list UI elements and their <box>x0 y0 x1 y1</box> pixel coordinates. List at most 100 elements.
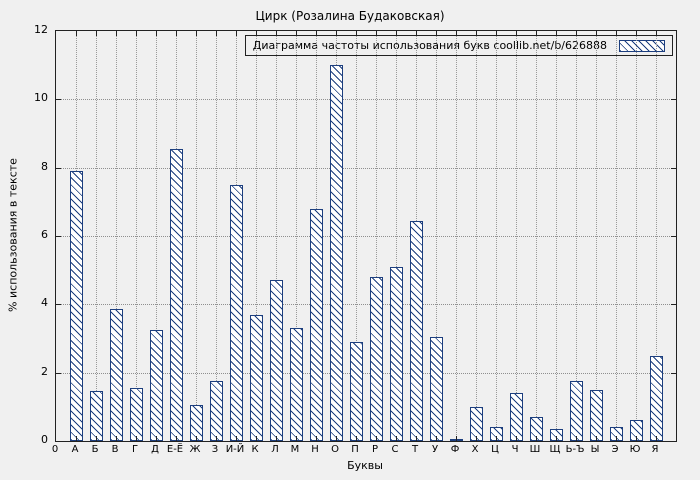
x-tickmark <box>496 436 497 441</box>
h-gridline <box>56 236 676 237</box>
x-tick-label: И-Й <box>225 444 245 455</box>
bar <box>70 171 83 441</box>
x-tick-label: Ы <box>590 444 600 455</box>
x-tickmark <box>576 436 577 441</box>
x-tickmark <box>76 436 77 441</box>
x-tick-label: Р <box>371 444 379 455</box>
x-tickmark <box>316 436 317 441</box>
y-tick-label: 4 <box>41 296 48 310</box>
h-gridline <box>56 99 676 101</box>
bar <box>190 405 203 441</box>
v-gridline <box>536 31 537 441</box>
bar <box>630 420 643 441</box>
bar <box>110 309 123 441</box>
x-tickmark <box>356 436 357 441</box>
bar <box>330 65 343 441</box>
bar <box>530 417 543 441</box>
y-tick-label: 8 <box>41 159 48 173</box>
x-tickmark <box>556 436 557 441</box>
x-tick-label: Щ <box>549 444 561 455</box>
bar <box>650 356 663 441</box>
bar <box>90 391 103 441</box>
x-tickmark <box>636 31 637 36</box>
x-tickmark <box>156 31 157 36</box>
v-gridline <box>396 31 397 441</box>
x-tick-label: Ф <box>450 444 460 455</box>
bar <box>130 388 143 441</box>
x-tickmark <box>236 31 237 36</box>
v-gridline <box>356 31 357 441</box>
x-tickmark <box>536 436 537 441</box>
x-tickmark <box>416 31 417 36</box>
x-tickmark <box>116 31 117 36</box>
y-tickmark <box>56 372 61 374</box>
x-tickmark <box>596 31 597 36</box>
x-tickmark <box>356 31 357 36</box>
x-tickmark <box>96 436 97 441</box>
x-tickmark <box>476 31 477 36</box>
bar <box>290 328 303 441</box>
v-gridline <box>616 31 617 441</box>
x-tickmark <box>496 31 497 36</box>
v-gridline <box>296 31 297 441</box>
v-gridline <box>476 31 477 441</box>
h-gridline <box>56 304 676 306</box>
v-gridline <box>156 31 157 441</box>
x-tick-label: К <box>251 444 259 455</box>
v-gridline <box>636 31 637 441</box>
y-tickmark <box>671 167 676 169</box>
bar <box>310 209 323 441</box>
x-tick-label: Е-Ё <box>166 444 184 455</box>
chart-title: Цирк (Розалина Будаковская) <box>255 9 445 23</box>
y-tickmark <box>56 304 61 306</box>
v-gridline <box>116 31 117 441</box>
legend-box: Диаграмма частоты использования букв coo… <box>244 35 673 56</box>
y-tick-label: 6 <box>41 228 48 241</box>
v-gridline <box>456 31 457 441</box>
x-tickmark <box>656 436 657 441</box>
x-tick-label: Ж <box>189 444 201 455</box>
bar <box>270 280 283 441</box>
v-gridline <box>136 31 137 441</box>
x-tickmark <box>396 31 397 36</box>
x-tickmark <box>296 436 297 441</box>
x-tickmark <box>196 436 197 441</box>
bar <box>150 330 163 441</box>
x-tickmark <box>96 31 97 36</box>
legend-label: Диаграмма частоты использования букв coo… <box>252 39 607 52</box>
bar <box>430 337 443 441</box>
x-tickmark <box>136 31 137 36</box>
x-tick-label: М <box>290 444 300 455</box>
v-gridline <box>96 31 97 441</box>
x-tick-label: Ц <box>491 444 499 455</box>
x-tick-label: Х <box>471 444 479 455</box>
x-tickmark <box>636 436 637 441</box>
bar <box>170 149 183 441</box>
y-tickmark <box>671 304 676 306</box>
bar <box>490 427 503 441</box>
x-tickmark <box>316 31 317 36</box>
x-tick-label: Ю <box>629 444 641 455</box>
x-tick-label: Б <box>91 444 99 455</box>
y-tick-label: 2 <box>41 364 48 378</box>
bar <box>390 267 403 441</box>
v-gridline <box>576 31 577 441</box>
x-tickmark <box>236 436 237 441</box>
x-tick-label: Ч <box>511 444 519 455</box>
bar <box>370 277 383 441</box>
y-tick-label: 10 <box>34 91 48 105</box>
x-tickmark <box>296 31 297 36</box>
x-tick-label: Ш <box>529 444 541 455</box>
x-tickmark <box>396 436 397 441</box>
v-gridline <box>556 31 557 441</box>
x-tick-label: Л <box>271 444 279 455</box>
x-tickmark <box>76 31 77 36</box>
y-tickmark <box>671 99 676 101</box>
x-tick-label: З <box>211 444 219 455</box>
x-tickmark <box>416 436 417 441</box>
x-tickmark <box>176 31 177 36</box>
x-tickmark <box>376 436 377 441</box>
x-tick-label: А <box>71 444 79 455</box>
x-tick-label: Ь-Ъ <box>565 444 585 455</box>
